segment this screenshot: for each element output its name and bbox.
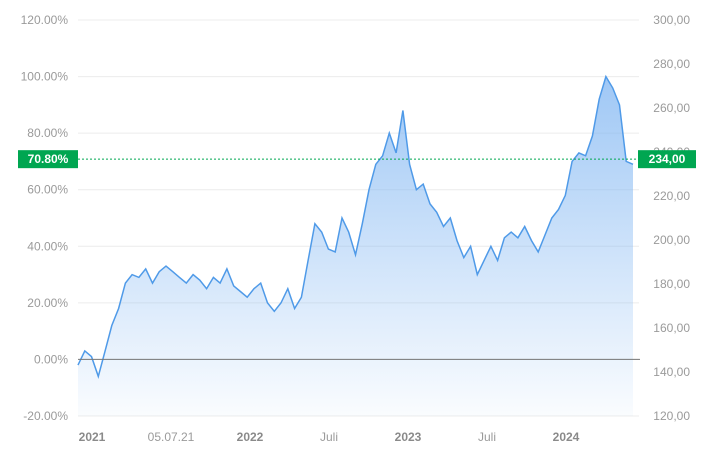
x-axis: 2021 05.07.21 2022 Juli 2023 Juli 2024 bbox=[79, 430, 580, 444]
x-tick-label: 2023 bbox=[395, 430, 422, 444]
current-price-label: 234,00 bbox=[649, 152, 686, 166]
current-price-badge bbox=[638, 150, 696, 169]
right-tick-label: 280,00 bbox=[653, 57, 690, 71]
right-axis: 300,00280,00260,00240,00220,00200,00180,… bbox=[653, 13, 690, 423]
x-tick-label: 2022 bbox=[237, 430, 264, 444]
right-tick-label: 200,00 bbox=[653, 233, 690, 247]
left-tick-label: 0.00% bbox=[34, 352, 68, 366]
area-fill bbox=[78, 76, 633, 416]
right-tick-label: 120,00 bbox=[653, 409, 690, 423]
x-tick-label: Juli bbox=[478, 430, 496, 444]
left-tick-label: 120.00% bbox=[21, 13, 69, 27]
current-percent-label: 70.80% bbox=[28, 152, 69, 166]
left-tick-label: 80.00% bbox=[27, 126, 68, 140]
left-tick-label: -20.00% bbox=[23, 409, 68, 423]
x-tick-label: 2024 bbox=[553, 430, 580, 444]
current-percent-badge bbox=[18, 150, 78, 169]
right-tick-label: 140,00 bbox=[653, 365, 690, 379]
right-tick-label: 180,00 bbox=[653, 277, 690, 291]
right-tick-label: 300,00 bbox=[653, 13, 690, 27]
right-tick-label: 260,00 bbox=[653, 101, 690, 115]
left-tick-label: 60.00% bbox=[27, 183, 68, 197]
x-tick-label: Juli bbox=[320, 430, 338, 444]
right-tick-label: 160,00 bbox=[653, 321, 690, 335]
x-tick-label: 05.07.21 bbox=[148, 430, 195, 444]
current-value-badges: 70.80% 234,00 bbox=[18, 150, 696, 169]
x-tick-label: 2021 bbox=[79, 430, 106, 444]
left-tick-label: 100.00% bbox=[21, 70, 69, 84]
price-line bbox=[77, 74, 634, 379]
left-tick-label: 20.00% bbox=[27, 296, 68, 310]
left-axis: 120.00% 100.00% 80.00% 60.00% 40.00% 20.00% 0.… bbox=[21, 13, 69, 423]
right-tick-label: 220,00 bbox=[653, 189, 690, 203]
left-tick-label: 40.00% bbox=[27, 239, 68, 253]
